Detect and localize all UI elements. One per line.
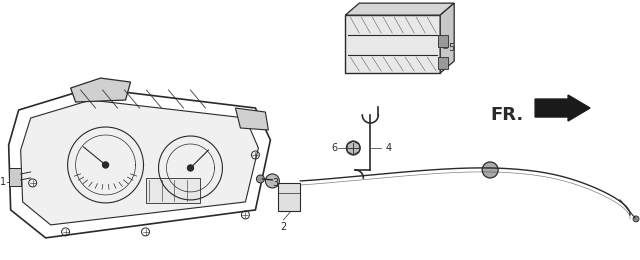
Text: 3: 3 <box>272 178 278 188</box>
Circle shape <box>188 165 193 171</box>
FancyBboxPatch shape <box>438 35 448 47</box>
FancyBboxPatch shape <box>346 15 440 73</box>
Text: 4: 4 <box>385 143 392 153</box>
Circle shape <box>633 216 639 222</box>
Circle shape <box>266 174 280 188</box>
Circle shape <box>102 162 109 168</box>
Circle shape <box>346 141 360 155</box>
Text: 2: 2 <box>280 222 287 232</box>
Polygon shape <box>20 100 259 225</box>
FancyArrow shape <box>535 95 590 121</box>
Text: 5: 5 <box>448 43 454 53</box>
FancyBboxPatch shape <box>278 183 300 211</box>
FancyBboxPatch shape <box>438 57 448 69</box>
FancyBboxPatch shape <box>9 168 20 186</box>
FancyBboxPatch shape <box>145 178 200 203</box>
Polygon shape <box>236 108 268 130</box>
Text: FR.: FR. <box>490 106 524 124</box>
Text: 1: 1 <box>0 177 6 187</box>
Polygon shape <box>346 3 454 15</box>
Circle shape <box>482 162 498 178</box>
Polygon shape <box>440 3 454 73</box>
Circle shape <box>257 175 264 183</box>
Polygon shape <box>70 78 131 102</box>
Text: 6: 6 <box>331 143 337 153</box>
